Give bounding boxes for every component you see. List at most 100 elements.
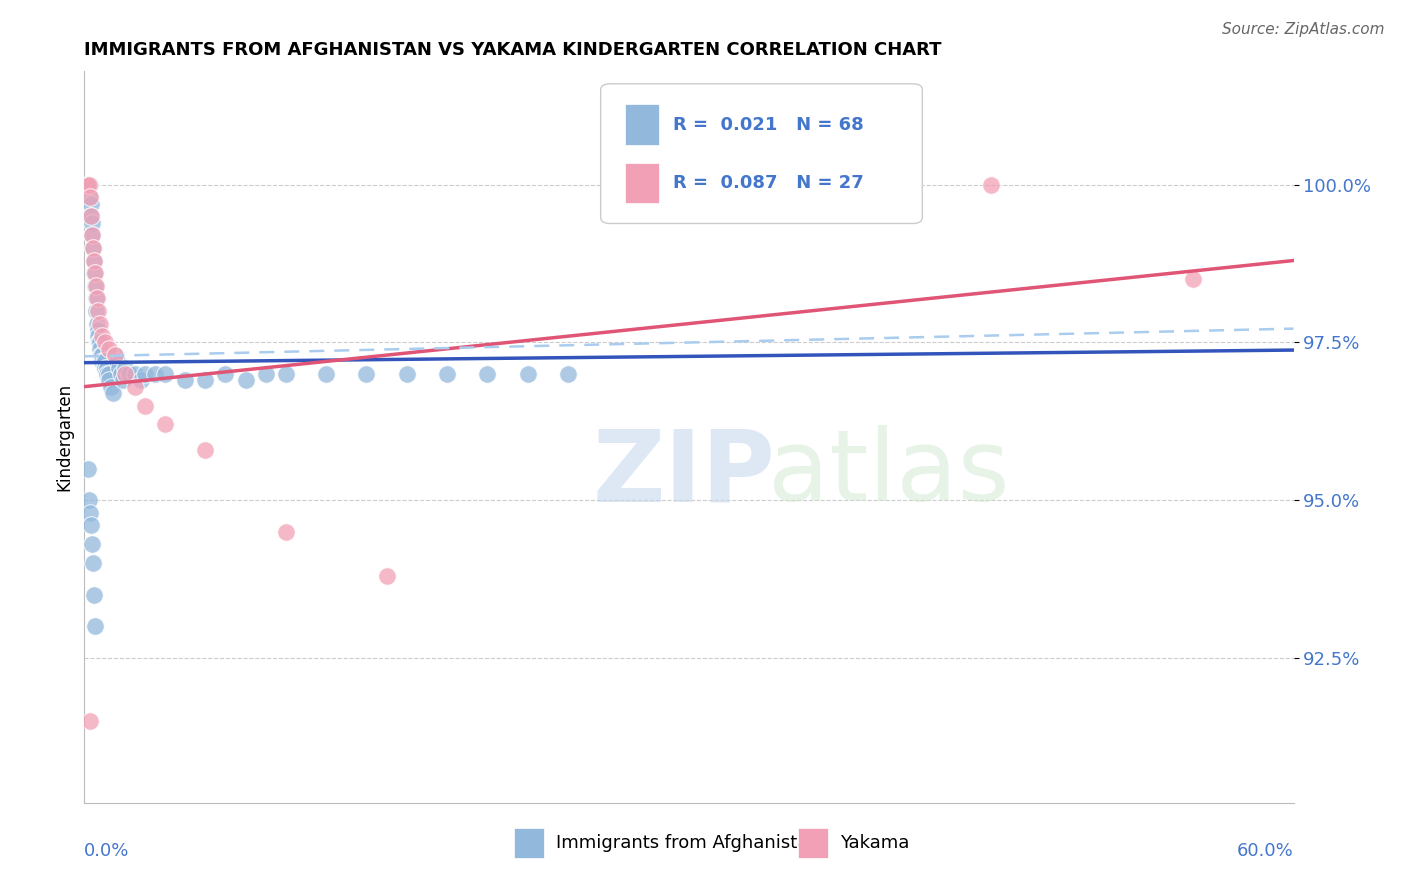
Point bbox=[153, 417, 176, 432]
Point bbox=[86, 278, 108, 293]
Point bbox=[93, 360, 115, 375]
Point bbox=[79, 493, 101, 508]
Point bbox=[194, 373, 217, 387]
Point bbox=[79, 190, 101, 204]
Point bbox=[1181, 272, 1204, 286]
Bar bbox=[513, 828, 544, 858]
Text: R =  0.021   N = 68: R = 0.021 N = 68 bbox=[673, 116, 863, 134]
Point bbox=[77, 461, 100, 475]
Point bbox=[89, 317, 111, 331]
Text: Immigrants from Afghanistan: Immigrants from Afghanistan bbox=[555, 834, 820, 852]
Point bbox=[93, 335, 115, 350]
Point bbox=[375, 569, 398, 583]
Point bbox=[83, 253, 105, 268]
Point bbox=[82, 216, 104, 230]
Point bbox=[274, 367, 297, 381]
Point bbox=[89, 342, 111, 356]
Point bbox=[76, 178, 98, 192]
Point bbox=[76, 178, 98, 192]
Point bbox=[107, 360, 129, 375]
Point bbox=[235, 373, 257, 387]
Point bbox=[77, 178, 100, 192]
Point bbox=[153, 367, 176, 381]
Bar bbox=[624, 163, 659, 203]
Point bbox=[436, 367, 458, 381]
Point bbox=[79, 506, 101, 520]
Point bbox=[84, 278, 107, 293]
Point bbox=[104, 348, 127, 362]
Text: atlas: atlas bbox=[768, 425, 1010, 522]
Point bbox=[214, 367, 236, 381]
Point bbox=[89, 335, 111, 350]
Point bbox=[82, 537, 104, 551]
Point bbox=[97, 342, 120, 356]
Point bbox=[87, 304, 110, 318]
Point bbox=[114, 367, 136, 381]
Point bbox=[79, 178, 101, 192]
Point bbox=[82, 241, 104, 255]
Point bbox=[91, 354, 114, 368]
Point bbox=[111, 373, 134, 387]
Point bbox=[96, 367, 118, 381]
Point bbox=[557, 367, 579, 381]
Point bbox=[87, 329, 110, 343]
Text: Yakama: Yakama bbox=[841, 834, 910, 852]
Text: Source: ZipAtlas.com: Source: ZipAtlas.com bbox=[1222, 22, 1385, 37]
Point bbox=[83, 266, 105, 280]
Point bbox=[86, 304, 108, 318]
Point bbox=[80, 210, 103, 224]
Point bbox=[96, 360, 118, 375]
Bar bbox=[797, 828, 828, 858]
Point bbox=[356, 367, 378, 381]
Point bbox=[83, 253, 105, 268]
Point bbox=[105, 354, 128, 368]
Point bbox=[82, 228, 104, 243]
Point bbox=[91, 348, 114, 362]
Point bbox=[77, 178, 100, 192]
Point bbox=[89, 335, 111, 350]
Point bbox=[93, 354, 115, 368]
Point bbox=[516, 367, 538, 381]
Point bbox=[100, 379, 122, 393]
Point bbox=[79, 178, 101, 192]
Text: ZIP: ZIP bbox=[592, 425, 775, 522]
Point bbox=[980, 178, 1002, 192]
Point bbox=[477, 367, 499, 381]
Point bbox=[87, 323, 110, 337]
Point bbox=[97, 367, 120, 381]
Point bbox=[80, 210, 103, 224]
Text: IMMIGRANTS FROM AFGHANISTAN VS YAKAMA KINDERGARTEN CORRELATION CHART: IMMIGRANTS FROM AFGHANISTAN VS YAKAMA KI… bbox=[84, 41, 942, 59]
Point bbox=[77, 178, 100, 192]
Point bbox=[86, 317, 108, 331]
Point bbox=[174, 373, 197, 387]
Text: R =  0.087   N = 27: R = 0.087 N = 27 bbox=[673, 174, 863, 193]
Point bbox=[104, 348, 127, 362]
Bar bbox=[624, 104, 659, 145]
Y-axis label: Kindergarten: Kindergarten bbox=[55, 383, 73, 491]
Point bbox=[93, 354, 115, 368]
Point bbox=[129, 373, 152, 387]
Point bbox=[80, 196, 103, 211]
Point bbox=[274, 524, 297, 539]
Point bbox=[82, 556, 104, 570]
Text: 0.0%: 0.0% bbox=[84, 842, 129, 860]
Point bbox=[82, 241, 104, 255]
Point bbox=[82, 228, 104, 243]
Point bbox=[97, 373, 120, 387]
Point bbox=[134, 367, 156, 381]
Point bbox=[77, 178, 100, 192]
Point bbox=[91, 329, 114, 343]
Point bbox=[124, 379, 146, 393]
Point bbox=[254, 367, 277, 381]
Point bbox=[86, 291, 108, 305]
Point bbox=[83, 588, 105, 602]
Point bbox=[110, 367, 132, 381]
Point bbox=[79, 714, 101, 728]
Text: 60.0%: 60.0% bbox=[1237, 842, 1294, 860]
Point bbox=[80, 518, 103, 533]
Point bbox=[90, 348, 112, 362]
Point bbox=[79, 178, 101, 192]
Point bbox=[315, 367, 337, 381]
FancyBboxPatch shape bbox=[600, 84, 922, 224]
Point bbox=[134, 399, 156, 413]
